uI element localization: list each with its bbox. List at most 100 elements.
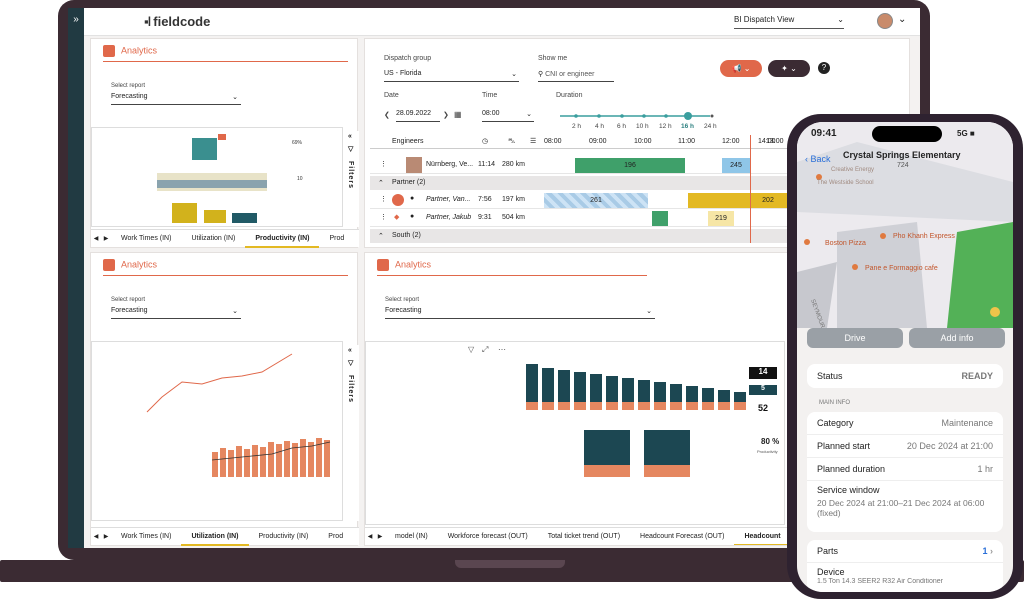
tab-productivity[interactable]: Productivity (IN) (245, 230, 320, 248)
job-bar[interactable]: 245 (722, 158, 750, 173)
main-info-card: Category Maintenance Planned start 20 Dec … (807, 412, 1003, 532)
magic-wand-button[interactable]: ✦ ⌄ (768, 60, 810, 77)
tab-workforce-forecast[interactable]: Workforce forecast (OUT) (447, 532, 528, 540)
report-preview[interactable]: 69% 10 (91, 127, 343, 227)
map-view[interactable]: Creative Energy The Westside School Bost… (797, 122, 1013, 328)
prev-icon[interactable]: ◀ (93, 534, 99, 540)
svg-text:Boston Pizza: Boston Pizza (825, 240, 866, 247)
tab-work-times[interactable]: Work Times (IN) (121, 234, 172, 242)
report-select[interactable]: Forecasting ⌄ (385, 307, 655, 319)
chevron-down-icon: ⌄ (511, 71, 517, 78)
person-icon: ● (410, 213, 415, 220)
avatar (406, 157, 422, 173)
chevron-down-icon[interactable]: ⌄ (898, 14, 907, 25)
engineer-row[interactable]: ⋮ ◆ ● Partner, Jakub 9:31 504 km 219 (370, 210, 910, 227)
engineer-row[interactable]: ⋮ ● Partner, Van... 7:56 197 km 261 202 (370, 192, 910, 209)
tab-headcount-forecast[interactable]: Headcount Forecast (OUT) (640, 532, 725, 540)
map-illustration: Creative Energy The Westside School Bost… (797, 122, 1013, 328)
filters-pane[interactable]: « ▽ Filters (345, 131, 359, 227)
next-icon[interactable]: ▶ (377, 534, 383, 540)
report-preview[interactable]: ▽ ⤢ ⋯ (365, 341, 785, 525)
dispatch-group-label: Dispatch group (384, 55, 432, 62)
tab-utilization[interactable]: Utilization (IN) (181, 528, 249, 546)
tab-total-ticket-trend[interactable]: Total ticket trend (OUT) (547, 532, 621, 540)
megaphone-icon: 📢 (731, 64, 742, 73)
help-icon[interactable]: ? (818, 62, 830, 74)
location-title: Crystal Springs Elementary (843, 150, 961, 160)
parts-row[interactable]: Parts 1 › (807, 540, 1003, 563)
analytics-panel-top-left: Analytics Select report Forecasting ⌄ 69%… (90, 38, 359, 248)
job-bar[interactable]: 219 (708, 211, 734, 226)
more-icon[interactable]: ⋮ (380, 161, 387, 168)
svg-text:The Westside School: The Westside School (817, 180, 874, 186)
date-field[interactable]: 28.09.2022 (396, 110, 440, 122)
analytics-title: Analytics (103, 45, 157, 61)
add-info-button[interactable]: Add info (909, 328, 1005, 348)
svg-text:16 h: 16 h (681, 123, 694, 130)
duration-slider[interactable]: 2 h 4 h 6 h 10 h 12 h 16 h 24 h (556, 108, 726, 132)
report-tabs: ◀ ▶ model (IN) Workforce forecast (OUT) T… (365, 527, 911, 545)
chevron-left-icon: ‹ (805, 154, 811, 164)
report-preview-chart: 69% 10 (157, 134, 303, 223)
next-icon[interactable]: ▶ (103, 236, 109, 242)
calendar-icon[interactable]: ▦ (454, 110, 462, 119)
collapse-icon[interactable]: « (348, 347, 352, 354)
hour-label: 13:00 (766, 138, 784, 145)
chevron-down-icon: ⌄ (526, 111, 532, 118)
group-header-south[interactable]: ⌃ South (2) (370, 229, 910, 243)
search-input[interactable]: ⚲ CNI or engineer (538, 70, 614, 82)
time-select[interactable]: 08:00 ⌄ (482, 110, 534, 122)
view-select[interactable]: BI Dispatch View ⌄ (734, 15, 844, 29)
more-icon[interactable]: ⋮ (380, 214, 387, 221)
job-bar[interactable]: 261 (544, 193, 648, 208)
next-date-icon[interactable]: ❯ (443, 112, 449, 119)
job-bar[interactable] (652, 211, 668, 226)
svg-text:6 h: 6 h (617, 123, 626, 130)
broadcast-button[interactable]: 📢 ⌄ (720, 60, 762, 77)
prev-date-icon[interactable]: ❮ (384, 112, 390, 119)
tab-utilization[interactable]: Utilization (IN) (191, 234, 236, 242)
top-bar: ▪ǀ fieldcode BI Dispatch View ⌄ ⌄ (84, 8, 920, 36)
sort-icon[interactable]: ☰ (530, 138, 537, 145)
main-info-label: MAIN INFO (819, 400, 850, 406)
report-select[interactable]: Forecasting ⌄ (111, 307, 241, 319)
avatar[interactable] (877, 13, 893, 29)
timeline-header: Engineers ◷ ⛍ ☰ 08:00 09:00 10:00 11:00 … (370, 135, 910, 149)
svg-text:12 h: 12 h (659, 123, 672, 130)
group-header-partner[interactable]: ⌃ Partner (2) (370, 176, 910, 190)
tab-work-times[interactable]: Work Times (IN) (121, 532, 172, 540)
svg-text:24 h: 24 h (704, 123, 717, 130)
logo-icon: ▪ǀ (144, 14, 151, 29)
filters-pane[interactable]: « ▽ Filters (345, 345, 359, 521)
search-icon: ⚲ (538, 71, 546, 78)
wand-icon: ✦ (781, 64, 788, 73)
report-preview[interactable] (91, 341, 343, 521)
prev-icon[interactable]: ◀ (93, 236, 99, 242)
back-button[interactable]: ‹ Back (805, 154, 831, 164)
signal-indicator: 5G ■ (957, 129, 975, 138)
more-icon[interactable]: ⋮ (380, 196, 387, 203)
collapse-icon[interactable]: « (348, 133, 352, 140)
job-bar[interactable]: 196 (575, 158, 685, 173)
svg-text:69%: 69% (292, 140, 303, 146)
kpi-value: 5 (749, 385, 777, 395)
chevron-down-icon: ⌄ (837, 15, 844, 24)
tab-prod[interactable]: Prod (328, 532, 344, 540)
report-select[interactable]: Forecasting ⌄ (111, 93, 241, 105)
expand-sidebar-button[interactable]: » (68, 8, 84, 548)
next-icon[interactable]: ▶ (103, 534, 109, 540)
drive-button[interactable]: Drive (807, 328, 903, 348)
tab-headcount[interactable]: Headcount (734, 528, 791, 545)
status-badge: READY (961, 370, 993, 381)
filter-icon: ▽ (348, 146, 354, 153)
tab-productivity[interactable]: Productivity (IN) (258, 532, 309, 540)
report-preview-chart: ▽ ⤢ ⋯ (468, 345, 746, 477)
status-card: Status READY (807, 364, 1003, 388)
prev-icon[interactable]: ◀ (367, 534, 373, 540)
svg-text:Creative Energy: Creative Energy (831, 167, 874, 173)
tab-prod[interactable]: Prod (329, 234, 345, 242)
analytics-title: Analytics (377, 259, 431, 275)
tab-model[interactable]: model (IN) (395, 532, 428, 540)
engineer-row[interactable]: ⋮ Nürnberg, Ve... 11:14 280 km 196 245 (370, 157, 910, 174)
dispatch-group-select[interactable]: US - Florida ⌄ (384, 70, 519, 82)
